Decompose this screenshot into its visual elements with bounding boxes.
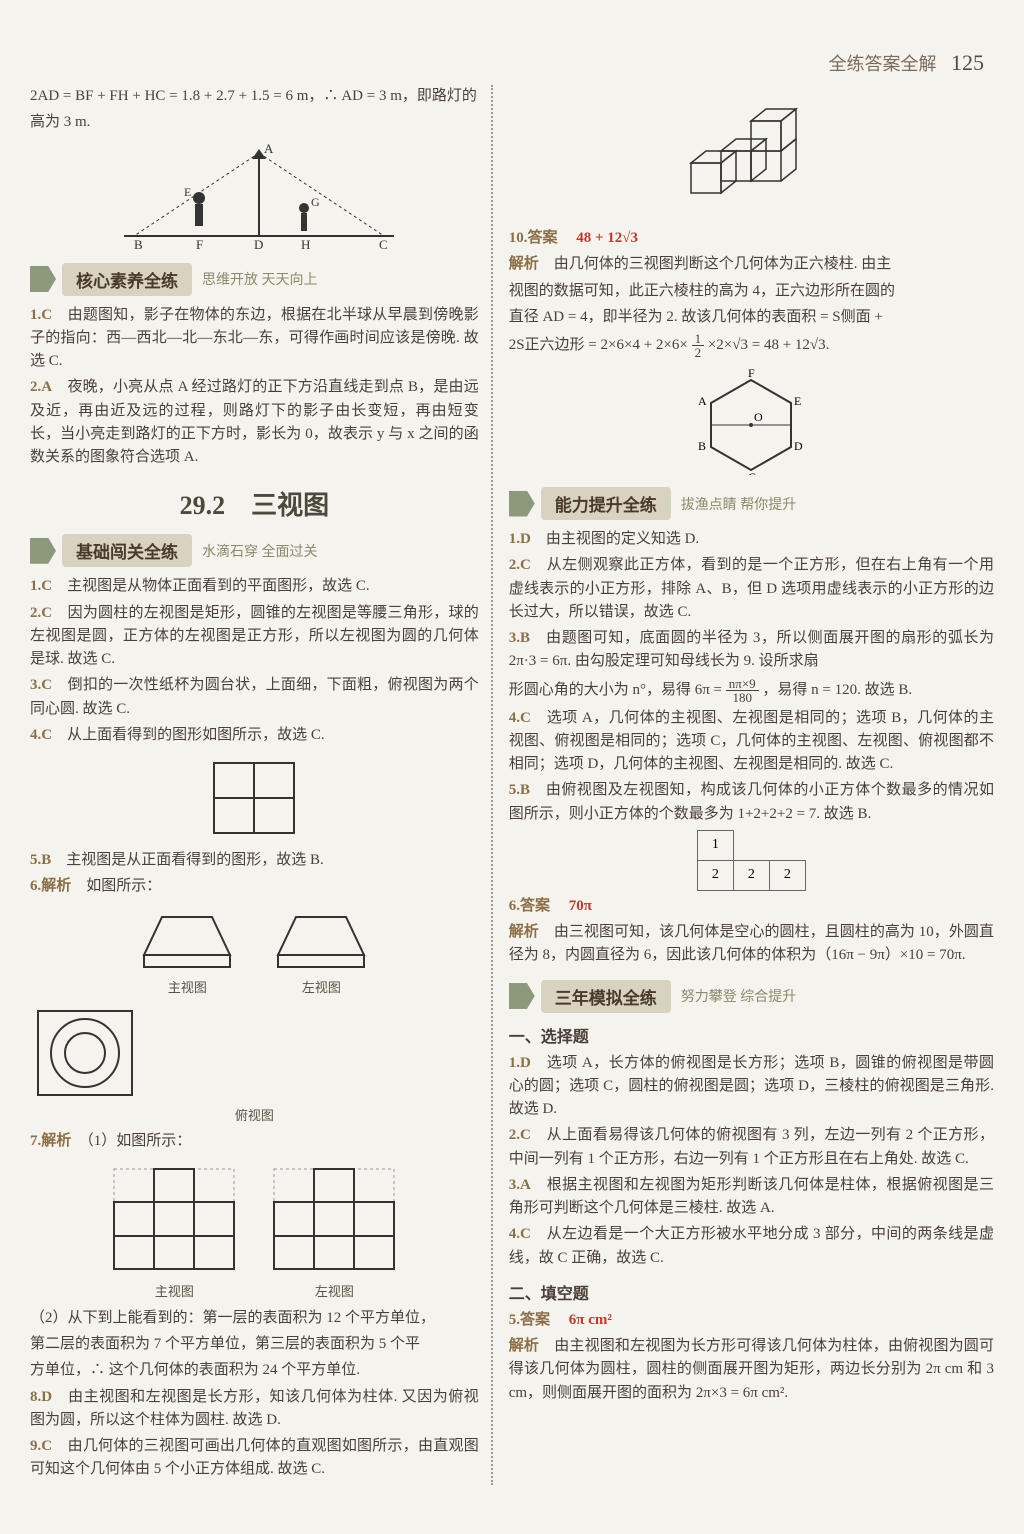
section-arrow-icon bbox=[30, 266, 56, 292]
svg-text:E: E bbox=[184, 185, 191, 199]
figure-streetlamp: B F D H C A E G bbox=[104, 141, 404, 251]
q10-e1: 解析 由几何体的三视图判断这个几何体为正六棱柱. 由主 bbox=[509, 253, 994, 276]
section-three: 三年模拟全练 努力攀登 综合提升 bbox=[509, 980, 994, 1013]
a3b: 形圆心角的大小为 n°，易得 6π = nπ×9180 ，易得 n = 120.… bbox=[509, 677, 994, 704]
a1: 1.D 由主视图的定义知选 D. bbox=[509, 528, 994, 551]
page-number: 125 bbox=[951, 50, 984, 75]
b3: 3.C 倒扣的一次性纸杯为圆台状，上面细，下面粗，俯视图为两个同心圆. 故选 C… bbox=[30, 674, 479, 721]
figure-b6-views: 主视图 左视图 俯视图 bbox=[30, 905, 479, 1124]
section-basic-sub: 水滴石穿 全面过关 bbox=[202, 541, 318, 561]
svg-text:D: D bbox=[794, 439, 803, 453]
svg-text:A: A bbox=[698, 394, 707, 408]
b1: 1.C 主视图是从物体正面看到的平面图形，故选 C. bbox=[30, 575, 479, 598]
svg-text:A: A bbox=[264, 141, 274, 156]
svg-text:C: C bbox=[748, 470, 756, 475]
subhead-fill: 二、填空题 bbox=[509, 1280, 994, 1304]
q10: 10.答案 48 + 12√3 bbox=[509, 227, 994, 250]
subhead-choice: 一、选择题 bbox=[509, 1023, 994, 1047]
b4: 4.C 从上面看得到的图形如图所示，故选 C. bbox=[30, 724, 479, 747]
svg-text:B: B bbox=[134, 237, 143, 251]
a2: 2.C 从左侧观察此正方体，看到的是一个正方形，但在右上角有一个用虚线表示的小正… bbox=[509, 554, 994, 624]
a4: 4.C 选项 A，几何体的主视图、左视图是相同的；选项 B，几何体的主视图、俯视… bbox=[509, 707, 994, 777]
page-header: 全练答案全解 125 bbox=[829, 50, 985, 76]
a3a: 3.B 由题图可知，底面圆的半径为 3，所以侧面展开图的扇形的弧长为 2π·3 … bbox=[509, 627, 994, 674]
section-ability-title: 能力提升全练 bbox=[541, 487, 671, 520]
chapter-title: 29.2 三视图 bbox=[30, 485, 479, 522]
b7-2b: 第二层的表面积为 7 个平方单位，第三层的表面积为 5 个平 bbox=[30, 1333, 479, 1356]
svg-text:C: C bbox=[379, 237, 388, 251]
left-column: 2AD = BF + FH + HC = 1.8 + 2.7 + 1.5 = 6… bbox=[30, 85, 493, 1485]
q10-e2: 视图的数据可知，此正六棱柱的高为 4，正六边形所在圆的 bbox=[509, 280, 994, 303]
a6: 6.答案 70π bbox=[509, 895, 994, 918]
right-column: 10.答案 48 + 12√3 解析 由几何体的三视图判断这个几何体为正六棱柱.… bbox=[493, 85, 994, 1485]
figure-cubes bbox=[651, 91, 851, 221]
svg-text:F: F bbox=[196, 237, 203, 251]
b5: 5.B 主视图是从正面看得到的图形，故选 B. bbox=[30, 849, 479, 872]
t4: 4.C 从左边看是一个大正方形被水平地分成 3 部分，中间的两条线是虚线，故 C… bbox=[509, 1223, 994, 1270]
section-ability-sub: 拔渔点睛 帮你提升 bbox=[681, 494, 797, 514]
q10-e4: 2S正六边形 = 2×6×4 + 2×6× 12 ×2×√3 = 48 + 12… bbox=[509, 332, 994, 359]
svg-text:B: B bbox=[698, 439, 706, 453]
section-arrow-icon bbox=[509, 983, 535, 1009]
b7-2a: （2）从下到上能看到的：第一层的表面积为 12 个平方单位， bbox=[30, 1307, 479, 1330]
svg-text:H: H bbox=[301, 237, 310, 251]
svg-text:O: O bbox=[754, 410, 763, 424]
section-core: 核心素养全练 思维开放 天天向上 bbox=[30, 263, 479, 296]
b8: 8.D 由主视图和左视图是长方形，知该几何体为柱体. 又因为俯视图为圆，所以这个… bbox=[30, 1386, 479, 1433]
t3: 3.A 根据主视图和左视图为矩形判断该几何体是柱体，根据俯视图是三角形可判断这个… bbox=[509, 1174, 994, 1221]
figure-b4-grid bbox=[194, 753, 314, 843]
q1: 1.C 由题图知，影子在物体的东边，根据在北半球从早晨到傍晚影子的指向：西—西北… bbox=[30, 304, 479, 374]
section-core-title: 核心素养全练 bbox=[62, 263, 192, 296]
figure-b7-views: 主视图 左视图 bbox=[30, 1159, 479, 1301]
section-three-sub: 努力攀登 综合提升 bbox=[681, 986, 797, 1006]
figure-hexagon: O F E D C B A bbox=[676, 365, 826, 475]
q10-e3: 直径 AD = 4，即半径为 2. 故该几何体的表面积 = S侧面 + bbox=[509, 306, 994, 329]
svg-text:D: D bbox=[254, 237, 263, 251]
t1: 1.D 选项 A，长方体的俯视图是长方形；选项 B，圆锥的俯视图是带圆心的圆；选… bbox=[509, 1052, 994, 1122]
b7: 7.解析 （1）如图所示： bbox=[30, 1130, 479, 1153]
breadcrumb: 全练答案全解 bbox=[829, 54, 937, 74]
t5: 5.答案 6π cm² bbox=[509, 1309, 994, 1332]
b7-2c: 方单位，∴ 这个几何体的表面积为 24 个平方单位. bbox=[30, 1359, 479, 1382]
section-basic: 基础闯关全练 水滴石穿 全面过关 bbox=[30, 534, 479, 567]
svg-text:F: F bbox=[748, 366, 755, 380]
section-arrow-icon bbox=[30, 538, 56, 564]
b9: 9.C 由几何体的三视图可画出几何体的直观图如图所示，由直观图可知这个几何体由 … bbox=[30, 1435, 479, 1482]
top-equation-line1: 2AD = BF + FH + HC = 1.8 + 2.7 + 1.5 = 6… bbox=[30, 85, 479, 108]
svg-text:E: E bbox=[794, 394, 801, 408]
section-basic-title: 基础闯关全练 bbox=[62, 534, 192, 567]
section-arrow-icon bbox=[509, 491, 535, 517]
q2: 2.A 夜晚，小亮从点 A 经过路灯的正下方沿直线走到点 B，是由远及近，再由近… bbox=[30, 376, 479, 469]
t2: 2.C 从上面看易得该几何体的俯视图有 3 列，左边一列有 2 个正方形，中间一… bbox=[509, 1124, 994, 1171]
t5-explain: 解析 由主视图和左视图为长方形可得该几何体为柱体，由俯视图为圆可得该几何体为圆柱… bbox=[509, 1335, 994, 1405]
section-three-title: 三年模拟全练 bbox=[541, 980, 671, 1013]
a5-table: 1 222 bbox=[697, 830, 806, 891]
section-ability: 能力提升全练 拔渔点睛 帮你提升 bbox=[509, 487, 994, 520]
page: 全练答案全解 125 2AD = BF + FH + HC = 1.8 + 2.… bbox=[0, 0, 1024, 1534]
svg-text:G: G bbox=[311, 195, 320, 209]
b6: 6.解析 如图所示： bbox=[30, 875, 479, 898]
a5: 5.B 由俯视图及左视图知，构成该几何体的小正方体个数最多的情况如图所示，则小正… bbox=[509, 779, 994, 826]
b2: 2.C 因为圆柱的左视图是矩形，圆锥的左视图是等腰三角形，球的左视图是圆，正方体… bbox=[30, 602, 479, 672]
a6-explain: 解析 由三视图可知，该几何体是空心的圆柱，且圆柱的高为 10，外圆直径为 8，内… bbox=[509, 921, 994, 968]
top-equation-line2: 高为 3 m. bbox=[30, 111, 479, 134]
content-columns: 2AD = BF + FH + HC = 1.8 + 2.7 + 1.5 = 6… bbox=[30, 85, 994, 1485]
section-core-sub: 思维开放 天天向上 bbox=[202, 269, 318, 289]
